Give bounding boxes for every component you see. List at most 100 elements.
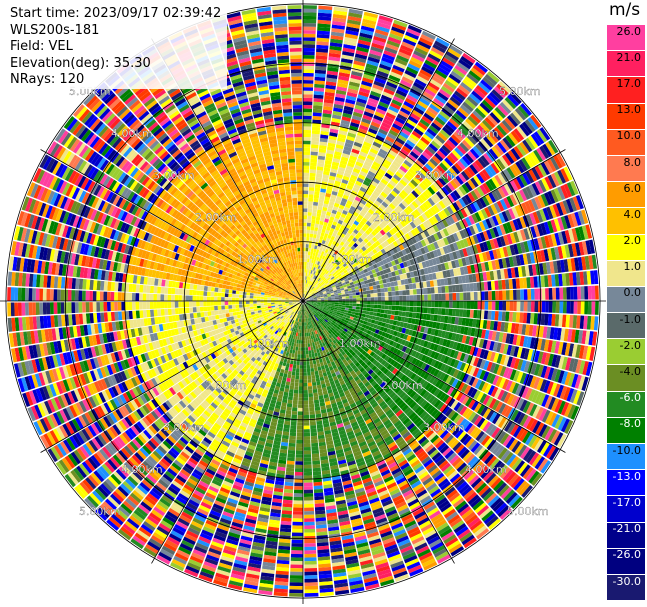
velocity-gate: [430, 140, 441, 150]
velocity-gate: [474, 127, 485, 138]
velocity-gate: [455, 109, 467, 121]
velocity-gate: [477, 104, 489, 117]
velocity-gate: [303, 443, 311, 448]
velocity-gate: [310, 281, 313, 286]
velocity-gate: [303, 55, 315, 59]
velocity-gate: [329, 227, 335, 233]
velocity-gate: [334, 100, 345, 106]
velocity-gate: [313, 105, 323, 110]
velocity-gate: [570, 301, 574, 314]
velocity-gate: [491, 129, 502, 141]
velocity-gate: [336, 247, 341, 252]
velocity-gate: [333, 154, 341, 160]
velocity-gate: [303, 361, 307, 366]
velocity-gate: [407, 153, 417, 162]
velocity-gate: [403, 142, 414, 151]
velocity-gate: [303, 161, 310, 166]
velocity-gate: [367, 170, 376, 178]
velocity-gate: [358, 243, 364, 249]
velocity-gate: [309, 414, 316, 419]
velocity-gate: [319, 141, 328, 146]
velocity-gate: [349, 298, 353, 301]
velocity-gate: [363, 214, 370, 221]
velocity-gate: [352, 292, 357, 296]
velocity-gate: [516, 301, 521, 312]
velocity-gate: [342, 175, 350, 181]
velocity-gate: [323, 278, 327, 282]
velocity-gate: [405, 306, 410, 312]
velocity-gate: [416, 301, 421, 307]
velocity-gate: [305, 295, 308, 299]
velocity-gate: [369, 49, 383, 57]
velocity-gate: [303, 129, 312, 134]
velocity-gate: [308, 201, 313, 206]
velocity-gate: [305, 287, 307, 291]
velocity-gate: [335, 93, 346, 99]
velocity-gate: [385, 43, 399, 51]
velocity-gate: [410, 56, 424, 66]
velocity-gate: [395, 295, 400, 301]
velocity-gate: [329, 269, 334, 274]
velocity-gate: [345, 293, 350, 297]
velocity-gate: [342, 262, 348, 268]
velocity-gate: [306, 354, 309, 358]
velocity-gate: [338, 258, 344, 263]
velocity-gate: [291, 539, 303, 544]
velocity-gate: [362, 18, 377, 26]
velocity-gate: [315, 264, 319, 269]
velocity-gate: [319, 285, 324, 289]
velocity-gate: [355, 134, 365, 141]
velocity-gate: [359, 291, 364, 295]
velocity-gate: [437, 132, 448, 142]
velocity-gate: [311, 244, 315, 249]
velocity-gate: [311, 349, 315, 354]
velocity-gate: [446, 120, 458, 131]
velocity-gate: [433, 137, 443, 147]
velocity-gate: [327, 250, 332, 255]
velocity-gate: [351, 311, 356, 315]
velocity-gate: [373, 308, 378, 313]
velocity-gate: [310, 230, 314, 235]
velocity-gate: [310, 435, 318, 440]
velocity-gate: [333, 202, 340, 208]
velocity-gate: [342, 298, 346, 301]
velocity-gate: [328, 52, 341, 58]
velocity-gate: [307, 215, 312, 220]
velocity-gate: [316, 44, 329, 50]
velocity-gate: [437, 286, 442, 294]
velocity-gate: [341, 251, 346, 256]
velocity-gate: [304, 539, 316, 544]
velocity-gate: [459, 301, 464, 309]
velocity-gate: [343, 172, 351, 178]
velocity-gate: [303, 12, 317, 17]
velocity-gate: [371, 230, 377, 237]
velocity-gate: [333, 217, 339, 223]
velocity-gate: [424, 130, 435, 140]
velocity-gate: [348, 253, 354, 258]
velocity-gate: [364, 107, 375, 115]
velocity-gate: [308, 400, 314, 405]
velocity-gate: [372, 190, 380, 197]
velocity-gate: [407, 24, 422, 34]
velocity-gate: [587, 301, 592, 315]
velocity-gate: [309, 273, 312, 278]
velocity-gate: [304, 578, 318, 583]
velocity-gate: [312, 237, 317, 242]
velocity-gate: [307, 292, 310, 296]
velocity-gate: [333, 245, 338, 251]
velocity-gate: [401, 284, 406, 291]
velocity-gate: [445, 50, 459, 62]
velocity-gate: [584, 286, 589, 300]
velocity-gate: [392, 95, 404, 104]
velocity-gate: [573, 286, 578, 300]
velocity-gate: [469, 309, 474, 318]
velocity-gate: [466, 283, 471, 292]
velocity-gate: [397, 168, 406, 176]
velocity-gate: [332, 110, 343, 116]
velocity-gate: [307, 293, 311, 296]
velocity-gate: [416, 142, 426, 151]
velocity-gate: [344, 102, 355, 108]
velocity-gate: [367, 186, 375, 194]
velocity-gate: [304, 294, 306, 298]
velocity-gate: [366, 235, 372, 242]
